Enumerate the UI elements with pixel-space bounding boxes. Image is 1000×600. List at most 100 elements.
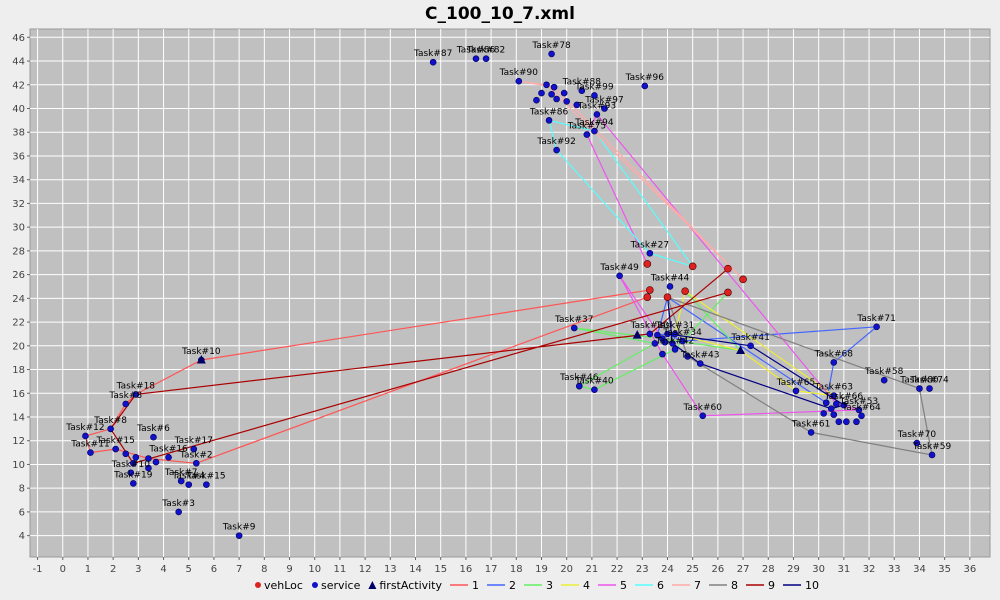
x-tick-label: 15	[434, 564, 447, 575]
x-tick-label: 32	[863, 564, 876, 575]
service-point	[830, 359, 838, 366]
service-point	[913, 439, 921, 447]
x-tick-label: 7	[236, 564, 242, 575]
service-point-label: Task#19	[113, 470, 153, 480]
legend-label-7: 7	[694, 579, 701, 592]
service-point	[145, 464, 152, 472]
x-tick-label: 10	[308, 564, 321, 575]
x-tick-label: 35	[938, 564, 951, 575]
service-point-label: Task#34	[662, 328, 702, 338]
service-point-label: Task#46	[559, 373, 599, 383]
x-tick-label: 11	[334, 564, 347, 575]
legend-label-1: 1	[472, 579, 479, 592]
service-point	[130, 480, 137, 487]
service-point-label: Task#8	[93, 416, 127, 426]
service-point	[916, 385, 923, 392]
service-point-label: Task#64	[841, 403, 881, 413]
service-point	[548, 50, 555, 58]
service-point-label: Task#10	[181, 347, 221, 357]
service-point	[684, 353, 691, 360]
x-tick-label: 13	[384, 564, 397, 575]
service-point	[578, 87, 586, 94]
service-point	[654, 331, 661, 339]
legend: vehLoc service firstActivity 1 2 3 4 5 6 7 8 9 10	[255, 579, 819, 592]
service-point-label: Task#6	[136, 424, 170, 434]
service-point	[550, 83, 558, 91]
service-point	[132, 391, 140, 398]
service-point	[928, 451, 936, 459]
service-point	[853, 418, 860, 426]
service-point	[177, 477, 185, 485]
service-point	[545, 117, 553, 124]
service-point-label: Task#99	[574, 82, 614, 92]
service-point	[235, 532, 243, 539]
service-point	[152, 458, 160, 466]
service-point	[127, 469, 135, 477]
service-point	[822, 399, 830, 407]
service-point	[190, 445, 198, 453]
vehloc-point	[646, 286, 654, 294]
x-tick-label: 12	[359, 564, 372, 575]
vehloc-point	[643, 260, 652, 268]
y-tick-label: 14	[12, 412, 25, 423]
service-point	[873, 323, 880, 331]
service-point-label: Task#15	[186, 472, 225, 482]
x-tick-label: 27	[737, 564, 750, 575]
service-point	[87, 449, 94, 456]
service-point	[880, 376, 888, 384]
service-point	[130, 459, 137, 467]
x-tick-label: -1	[33, 564, 43, 575]
service-point	[192, 459, 200, 467]
service-point-label: Task#90	[499, 68, 539, 78]
service-point	[429, 58, 437, 66]
service-point	[659, 350, 666, 358]
service-point	[827, 405, 835, 412]
service-point-label: Task#87	[413, 49, 452, 59]
service-point	[747, 342, 754, 350]
points-layer	[82, 50, 936, 539]
service-point-label: Task#41	[730, 333, 769, 343]
service-point	[185, 481, 193, 488]
service-point	[858, 412, 865, 420]
service-point	[573, 101, 581, 109]
service-point	[830, 392, 838, 399]
x-tick-label: 29	[787, 564, 800, 575]
service-point	[150, 433, 157, 441]
service-point	[646, 249, 654, 257]
legend-label-3: 3	[546, 579, 553, 592]
service-point	[616, 272, 623, 280]
service-point	[646, 330, 654, 338]
service-point-label: Task#7	[164, 468, 198, 478]
service-point	[696, 360, 704, 367]
first-activity-marker	[196, 355, 206, 364]
x-tick-label: 17	[485, 564, 498, 575]
vehloc-point	[663, 293, 672, 301]
service-point-label: Task#3	[161, 499, 195, 509]
service-point	[671, 330, 679, 338]
service-point-label: Task#78	[531, 41, 571, 51]
service-point	[843, 418, 850, 426]
service-point	[538, 89, 545, 97]
x-tick-label: 6	[211, 564, 217, 575]
service-point-label: Task#75	[567, 122, 606, 132]
x-tick-label: 8	[261, 564, 267, 575]
y-tick-label: 18	[12, 365, 25, 376]
legend-label-2: 2	[509, 579, 516, 592]
service-point-label: Task#60	[683, 403, 723, 413]
service-point-label: Task#18	[116, 381, 156, 391]
y-tick-label: 28	[12, 246, 25, 257]
service-point-label: Task#74	[909, 376, 949, 386]
y-tick-label: 24	[12, 294, 25, 305]
legend-label-8: 8	[731, 579, 738, 592]
service-point	[482, 55, 490, 62]
service-point	[145, 455, 152, 462]
route-8-line	[666, 296, 933, 456]
legend-label-6: 6	[657, 579, 664, 592]
plot-area	[29, 28, 991, 558]
service-point	[575, 382, 583, 390]
service-point-label: Task#49	[599, 263, 639, 273]
service-point	[832, 400, 840, 408]
service-point	[583, 131, 591, 138]
y-tick-label: 26	[12, 270, 25, 281]
